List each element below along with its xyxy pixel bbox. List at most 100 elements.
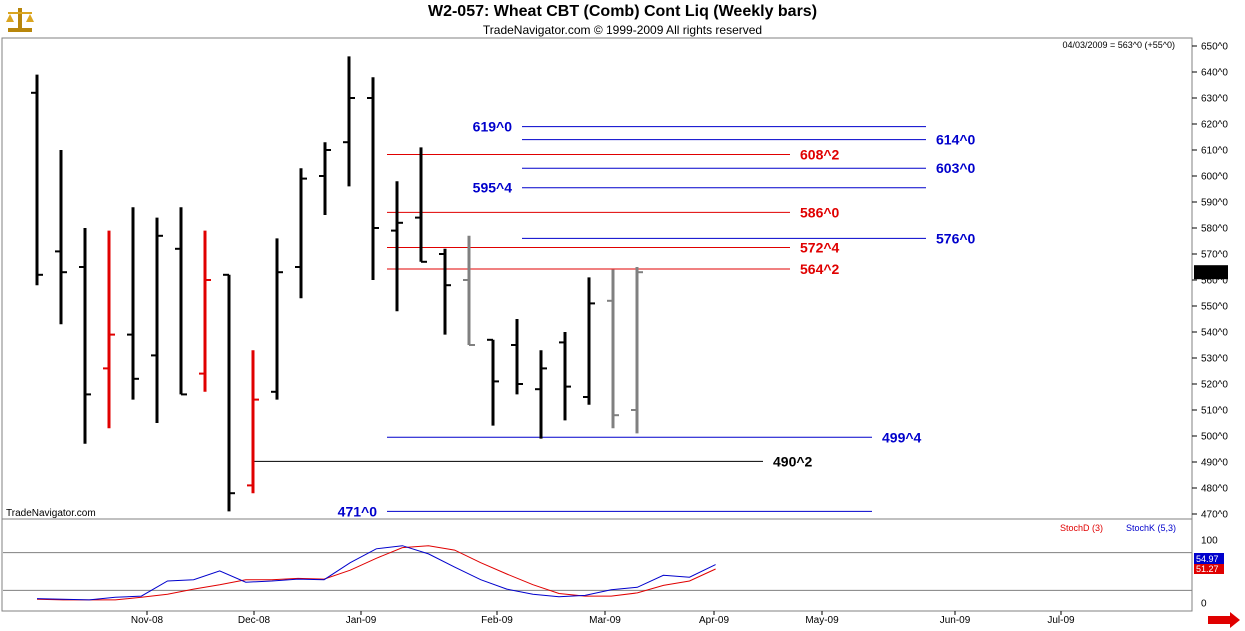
x-tick-label: Jun-09: [940, 615, 971, 626]
level-line: 586^0: [387, 204, 840, 220]
y-tick-label: 570^0: [1201, 250, 1228, 261]
y-tick-label: 520^0: [1201, 380, 1228, 391]
level-line: 595^4: [473, 180, 926, 196]
price-bar: [175, 207, 187, 396]
last-price-label: 563^0: [1196, 268, 1223, 279]
level-line: 572^4: [387, 240, 840, 256]
indicator-panel-border: [1, 518, 1193, 612]
price-bar: [631, 267, 643, 434]
y-tick-label: 580^0: [1201, 224, 1228, 235]
level-line: 619^0: [473, 119, 926, 135]
last-price-readout: 04/03/2009 = 563^0 (+55^0): [1062, 40, 1175, 50]
level-line: 576^0: [522, 230, 976, 246]
x-tick-label: May-09: [805, 615, 839, 626]
watermark-text: TradeNavigator.com: [6, 508, 96, 519]
price-bar: [55, 150, 67, 325]
y-tick-label: 650^0: [1201, 42, 1228, 53]
y-tick-label: 620^0: [1201, 120, 1228, 131]
stochk-legend: StochK (5,3): [1126, 523, 1176, 533]
level-line: 490^2: [254, 453, 813, 469]
level-line: 499^4: [387, 429, 922, 445]
x-tick-label: Nov-08: [131, 615, 164, 626]
y-tick-label: 630^0: [1201, 94, 1228, 105]
price-bar: [439, 248, 451, 335]
price-bar: [511, 319, 523, 395]
stoch-last-box: [1194, 553, 1224, 564]
stoch-series-line: [36, 545, 716, 601]
y-tick-label: 540^0: [1201, 328, 1228, 339]
last-price-box: [1194, 265, 1228, 280]
y-tick-label: 550^0: [1201, 302, 1228, 313]
x-tick-label: Jan-09: [346, 615, 377, 626]
price-bar: [559, 332, 571, 421]
price-bar: [79, 228, 91, 444]
stoch-last-box: [1194, 563, 1224, 574]
price-bar: [103, 230, 115, 429]
stochd-legend: StochD (3): [1060, 523, 1103, 533]
price-bars: [31, 56, 643, 512]
price-bar: [295, 168, 307, 299]
level-label: 614^0: [936, 132, 976, 148]
x-tick-label: Jul-09: [1047, 615, 1075, 626]
level-line: 614^0: [522, 132, 976, 148]
level-label: 471^0: [338, 503, 378, 519]
level-label: 499^4: [882, 429, 922, 445]
level-label: 603^0: [936, 160, 976, 176]
stoch-last-value: 54.97: [1196, 554, 1219, 564]
x-tick-label: Mar-09: [589, 615, 621, 626]
scale-logo-icon: [4, 4, 36, 36]
price-bar: [415, 147, 427, 263]
price-bar: [319, 142, 331, 215]
stoch-axis-label: 0: [1201, 599, 1207, 610]
level-label: 490^2: [773, 453, 813, 469]
level-label: 564^2: [800, 261, 840, 277]
y-tick-label: 530^0: [1201, 354, 1228, 365]
stoch-axis-label: 100: [1201, 536, 1218, 547]
y-tick-label: 560^0: [1201, 276, 1228, 287]
level-line: 608^2: [387, 147, 840, 163]
stoch-series-line: [36, 545, 716, 601]
chart-subtitle: TradeNavigator.com © 1999-2009 All right…: [482, 23, 763, 37]
level-label: 619^0: [473, 119, 513, 135]
price-bar: [223, 273, 235, 512]
stoch-last-value: 51.27: [1196, 564, 1219, 574]
chart-title: W2-057: Wheat CBT (Comb) Cont Liq (Weekl…: [427, 3, 818, 20]
level-label: 608^2: [800, 147, 840, 163]
price-bar: [607, 269, 619, 429]
date-axis: Nov-08 Dec-08 Jan-09 Feb-09 Mar-09 Apr-09 May-…: [2, 610, 1192, 626]
price-bar: [247, 350, 259, 494]
y-tick-label: 480^0: [1201, 484, 1228, 495]
level-label: 586^0: [800, 204, 840, 220]
y-tick-label: 610^0: [1201, 146, 1228, 157]
price-bar: [463, 235, 475, 346]
price-axis: 470^0 480^0 490^0 500^0 510^0 520^0 530^0 540^0…: [1192, 42, 1228, 521]
y-tick-label: 510^0: [1201, 406, 1228, 417]
price-levels: 619^0 614^0 608^2 603^0 595^4 586^0 576^0 572^4…: [254, 119, 976, 519]
level-line: 471^0: [338, 503, 872, 519]
scroll-right-arrow-icon[interactable]: [1208, 612, 1240, 628]
price-bar: [487, 338, 499, 426]
x-tick-label: Feb-09: [481, 615, 513, 626]
price-bar: [367, 77, 379, 280]
x-tick-label: Apr-09: [699, 615, 729, 626]
price-bar: [271, 238, 283, 400]
y-tick-label: 470^0: [1201, 510, 1228, 521]
price-bar: [535, 350, 547, 439]
price-bar: [151, 217, 163, 423]
price-bar: [583, 277, 595, 405]
y-tick-label: 640^0: [1201, 68, 1228, 79]
level-line: 564^2: [387, 261, 840, 277]
level-label: 572^4: [800, 240, 840, 256]
x-tick-label: Dec-08: [238, 615, 271, 626]
y-tick-label: 490^0: [1201, 458, 1228, 469]
price-bar: [199, 230, 211, 392]
y-tick-label: 590^0: [1201, 198, 1228, 209]
level-label: 595^4: [473, 180, 513, 196]
level-label: 576^0: [936, 230, 976, 246]
y-tick-label: 500^0: [1201, 432, 1228, 443]
price-bar: [127, 207, 139, 400]
level-line: 603^0: [522, 160, 976, 176]
price-bar: [343, 56, 355, 187]
